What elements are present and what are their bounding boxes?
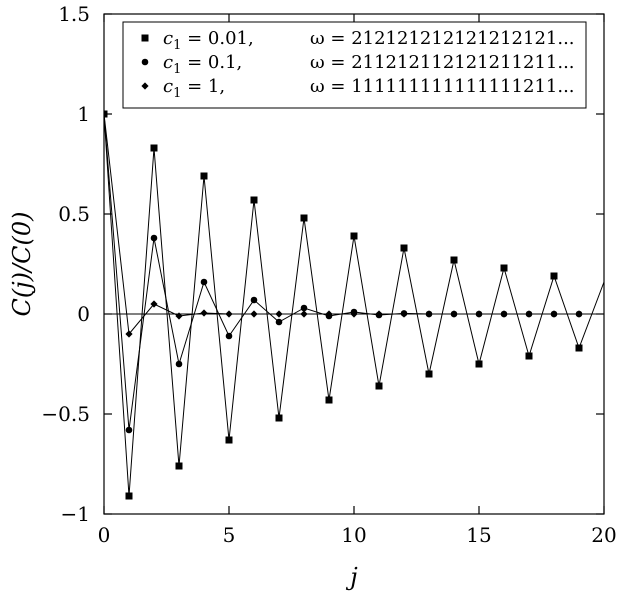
series-line [104, 113, 604, 336]
data-point [300, 310, 308, 318]
data-point [125, 330, 133, 338]
y-tick-label: 0.5 [58, 202, 90, 226]
x-tick-label: 0 [98, 523, 111, 547]
data-point [475, 310, 483, 318]
series-diamond [104, 110, 604, 338]
data-point [200, 278, 208, 286]
data-point [475, 360, 483, 368]
y-tick-label: −0.5 [41, 402, 90, 426]
data-point [175, 462, 183, 470]
x-axis-label: j [345, 563, 358, 591]
legend-label: c1 = 1, [163, 76, 225, 101]
data-point [525, 310, 533, 318]
x-tick-label: 10 [341, 523, 366, 547]
ticks-layer: 0 5 10 15 20 −1 −0.5 0 0.5 1 1.5 [41, 2, 616, 547]
data-point [275, 310, 283, 318]
data-point [425, 310, 433, 318]
legend-entry: c1 = 1, ω = 111111111111111211... [141, 76, 575, 101]
legend-label: c1 = 0.01, [163, 28, 254, 53]
y-tick-label: −1 [61, 502, 90, 526]
series-line [104, 113, 604, 497]
data-point [275, 318, 283, 326]
data-point [225, 332, 233, 340]
y-tick-label: 1.5 [58, 2, 90, 26]
data-point [500, 310, 508, 318]
data-point [375, 382, 383, 390]
data-point [250, 196, 258, 204]
legend-omega: ω = 212121212121212121... [310, 28, 575, 49]
data-point [400, 310, 408, 318]
y-tick-label: 1 [77, 102, 90, 126]
data-point [150, 144, 158, 152]
y-tick-label: 0 [77, 302, 90, 326]
legend: c1 = 0.01, ω = 212121212121212121...c1 = … [122, 21, 587, 109]
legend-entry: c1 = 0.01, ω = 212121212121212121... [141, 28, 575, 53]
data-point [575, 344, 583, 352]
series-circle [104, 110, 604, 434]
data-point [275, 414, 283, 422]
data-point [150, 234, 158, 242]
data-point [550, 272, 558, 280]
series-line [104, 113, 604, 431]
data-point [300, 214, 308, 222]
series-layer [104, 110, 604, 500]
legend-omega: ω = 211212112121211211... [310, 52, 575, 73]
data-point [125, 426, 133, 434]
x-tick-label: 20 [591, 523, 616, 547]
legend-marker [141, 34, 149, 42]
legend-marker [141, 82, 149, 90]
legend-entry: c1 = 0.1, ω = 211212112121211211... [141, 52, 575, 77]
legend-marker [141, 58, 149, 66]
data-point [525, 352, 533, 360]
data-point [400, 244, 408, 252]
y-axis-label: C(j)/C(0) [8, 212, 36, 317]
data-point [350, 310, 358, 318]
data-point [550, 310, 558, 318]
legend-omega: ω = 111111111111111211... [310, 76, 575, 97]
data-point [500, 264, 508, 272]
data-point [325, 310, 333, 318]
x-tick-label: 15 [466, 523, 491, 547]
data-point [150, 300, 158, 308]
data-point [175, 312, 183, 320]
data-point [200, 309, 208, 317]
data-point [425, 370, 433, 378]
data-point [250, 296, 258, 304]
data-point [225, 436, 233, 444]
data-point [300, 304, 308, 312]
data-point [350, 232, 358, 240]
x-tick-label: 5 [223, 523, 236, 547]
data-point [125, 492, 133, 500]
series-square [104, 110, 604, 500]
data-point [175, 360, 183, 368]
data-point [225, 310, 233, 318]
data-point [375, 310, 383, 318]
data-point [250, 310, 258, 318]
data-point [450, 256, 458, 264]
data-point [200, 172, 208, 180]
data-point [325, 396, 333, 404]
legend-label: c1 = 0.1, [163, 52, 242, 77]
legend-box [122, 21, 587, 109]
data-point [575, 310, 583, 318]
data-point [450, 310, 458, 318]
